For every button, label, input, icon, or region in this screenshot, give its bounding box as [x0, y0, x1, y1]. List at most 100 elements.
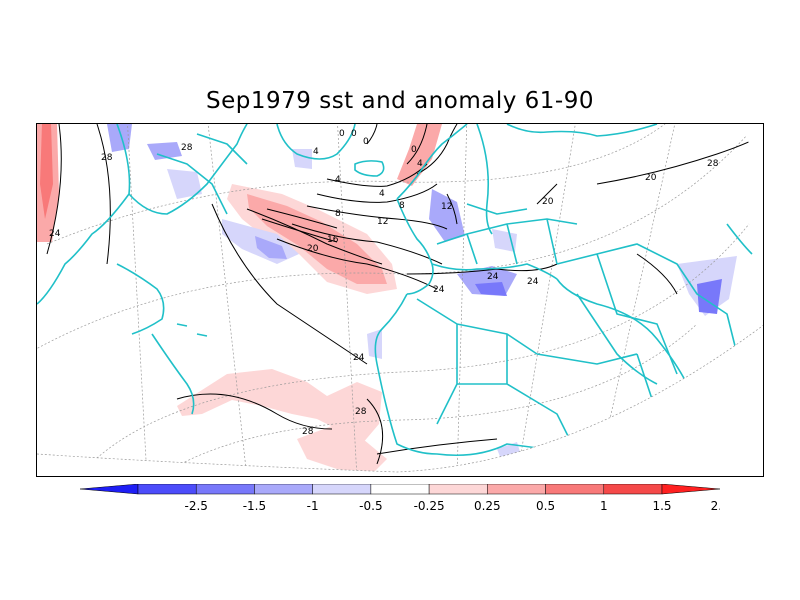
anomaly-positive-region — [297, 424, 387, 474]
colorbar-bin — [195, 483, 255, 495]
contour-20 — [246, 208, 383, 265]
contour-label: 24 — [353, 353, 365, 363]
contour-label: 0 — [363, 137, 369, 147]
contour-0 — [366, 124, 378, 145]
projection-edge — [742, 124, 763, 190]
colorbar-bin — [545, 483, 605, 495]
contour-label: 20 — [645, 173, 657, 183]
colorbar-bin — [428, 483, 488, 495]
contour-16 — [291, 223, 443, 265]
contour-label: 0 — [351, 129, 357, 139]
iceland-coast — [354, 160, 385, 177]
map-title: Sep1979 sst and anomaly 61-90 — [206, 88, 594, 114]
anomaly-negative-region — [429, 189, 465, 242]
anomaly-negative-region — [492, 229, 517, 252]
arabia-coast — [576, 293, 658, 385]
colorbar-tick-label: 1 — [600, 499, 608, 513]
contour-28 — [596, 134, 763, 185]
colorbar-tick-label: -1.5 — [243, 499, 266, 513]
contour-4 — [326, 163, 428, 187]
contour-label: 8 — [335, 209, 341, 219]
colorbar: -2.5 -1.5 -1 -0.5 -0.25 0.25 0.5 1 1.5 2.5 — [79, 483, 730, 514]
projection-edge-line — [37, 325, 763, 473]
anomaly-negative-region — [167, 169, 202, 199]
colorbar-tick-label: -2.5 — [185, 499, 208, 513]
colorbar-bin — [254, 483, 313, 495]
contour-label: 12 — [377, 217, 388, 227]
contour-label: 28 — [101, 153, 113, 163]
contour-label: 0 — [411, 145, 417, 155]
colorbar-tick-label: -1 — [307, 499, 319, 513]
map-canvas: 28 28 24 24 24 24 24 20 20 16 12 8 8 4 4… — [37, 124, 763, 476]
colorbar-tick-label: -0.25 — [414, 499, 445, 513]
contour-label: 24 — [487, 272, 499, 282]
contour-label: 28 — [302, 427, 314, 437]
colorbar-tick-label: -0.5 — [359, 499, 382, 513]
contour-12 — [306, 205, 448, 230]
contour-label: 24 — [433, 285, 445, 295]
contour-24 — [636, 253, 678, 295]
contour-label: 28 — [707, 159, 719, 169]
coastlines — [37, 124, 753, 476]
colorbar-bin — [137, 483, 197, 495]
contour-label: 20 — [307, 244, 319, 254]
contour-label: 20 — [542, 197, 554, 207]
anomaly-negative-region — [147, 142, 182, 160]
contour-label: 24 — [527, 277, 539, 287]
anomaly-negative-region — [107, 124, 132, 152]
contour-label: 16 — [327, 235, 339, 245]
canada-borders — [156, 133, 248, 215]
greenland-coast — [276, 124, 356, 160]
contour-labels: 28 28 24 24 24 24 24 20 20 16 12 8 8 4 4… — [49, 129, 719, 437]
anomaly-negative-region — [367, 329, 382, 359]
contour-8 — [261, 218, 338, 243]
contour-20 — [276, 238, 438, 290]
contour-0 — [406, 124, 428, 165]
north-america-coast — [37, 124, 131, 305]
contour-label: 0 — [339, 129, 345, 139]
colorbar-tick-label: 0.25 — [474, 499, 501, 513]
contour-label: 4 — [417, 159, 423, 169]
colorbar-tick-label: 1.5 — [652, 499, 671, 513]
contour-28 — [176, 393, 333, 430]
contour-28 — [96, 124, 111, 265]
anomaly-positive-region — [40, 124, 53, 219]
contour-8 — [316, 183, 438, 203]
anomaly-positive-region — [177, 369, 382, 444]
contour-24 — [211, 203, 368, 365]
colorbar-bin — [487, 483, 546, 495]
africa-coast — [374, 293, 578, 457]
contour-4 — [266, 208, 338, 229]
colorbar-bin — [370, 483, 430, 495]
contour-4 — [416, 124, 458, 175]
europe-coast — [396, 198, 558, 295]
south-america-coast — [151, 333, 195, 415]
contour-label: 4 — [335, 175, 341, 185]
contour-label: 28 — [355, 407, 367, 417]
north-coast — [506, 124, 658, 137]
anomaly-negative-region — [697, 279, 722, 314]
contour-label: 28 — [181, 143, 193, 153]
contour-28 — [366, 398, 384, 465]
colorbar-svg: -2.5 -1.5 -1 -0.5 -0.25 0.25 0.5 1 1.5 2.5 — [79, 483, 730, 513]
caribbean-coast — [116, 263, 208, 337]
colorbar-tick-label: 0.5 — [536, 499, 555, 513]
contour-12 — [446, 193, 458, 225]
map-panel: 28 28 24 24 24 24 24 20 20 16 12 8 8 4 4… — [36, 123, 764, 477]
north-america-coast — [128, 124, 248, 215]
colorbar-bin — [312, 483, 372, 495]
anomaly-negative-region — [255, 236, 287, 259]
contour-28 — [376, 438, 498, 455]
scandinavia-coast — [396, 124, 493, 235]
colorbar-bin — [603, 483, 663, 495]
contour-label: 4 — [379, 189, 385, 199]
contour-24 — [46, 124, 62, 255]
colorbar-max-arrow — [661, 483, 721, 495]
contour-label: 4 — [313, 147, 319, 157]
africa-borders — [416, 298, 638, 455]
colorbar-tick-label: 2.5 — [711, 499, 720, 513]
contour-label: 24 — [49, 229, 61, 239]
europe-borders — [436, 203, 578, 265]
contour-label: 12 — [441, 202, 452, 212]
contour-20 — [536, 183, 558, 205]
